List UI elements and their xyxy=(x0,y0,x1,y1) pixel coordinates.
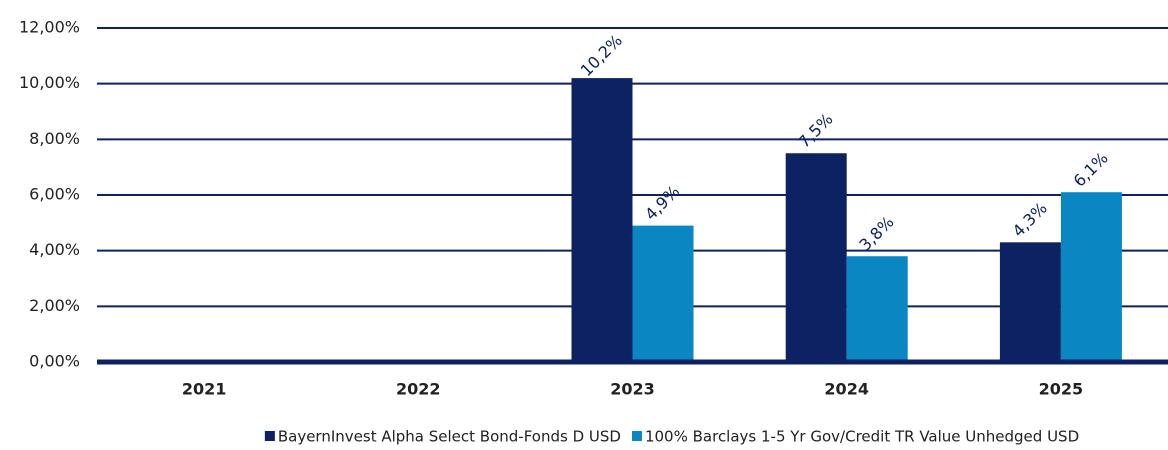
y-tick-label: 0,00% xyxy=(29,352,80,371)
bar xyxy=(1060,192,1122,362)
y-tick-label: 8,00% xyxy=(29,129,80,148)
legend-label: BayernInvest Alpha Select Bond-Fonds D U… xyxy=(278,428,621,446)
legend-swatch xyxy=(264,431,275,441)
bar xyxy=(571,78,633,362)
bar xyxy=(846,256,908,362)
value-label: 3,8% xyxy=(855,212,897,254)
x-tick-label: 2025 xyxy=(1039,380,1084,399)
legend-label: 100% Barclays 1-5 Yr Gov/Credit TR Value… xyxy=(645,428,1079,446)
x-tick-label: 2024 xyxy=(824,380,869,399)
y-tick-label: 10,00% xyxy=(19,73,80,92)
x-tick-label: 2022 xyxy=(396,380,441,399)
bar xyxy=(999,242,1061,362)
value-label: 4,9% xyxy=(641,182,683,224)
value-label: 6,1% xyxy=(1070,148,1112,190)
y-tick-label: 2,00% xyxy=(29,296,80,315)
y-tick-label: 12,00% xyxy=(19,18,80,37)
bar xyxy=(785,153,847,362)
value-label: 10,2% xyxy=(577,31,626,80)
x-tick-label: 2021 xyxy=(182,380,227,399)
bar xyxy=(632,225,694,362)
x-tick-label: 2023 xyxy=(610,380,655,399)
y-tick-label: 6,00% xyxy=(29,185,80,204)
y-tick-label: 4,00% xyxy=(29,240,80,259)
value-label: 7,5% xyxy=(794,109,836,151)
value-label: 4,3% xyxy=(1009,199,1051,241)
legend-swatch xyxy=(631,431,642,441)
